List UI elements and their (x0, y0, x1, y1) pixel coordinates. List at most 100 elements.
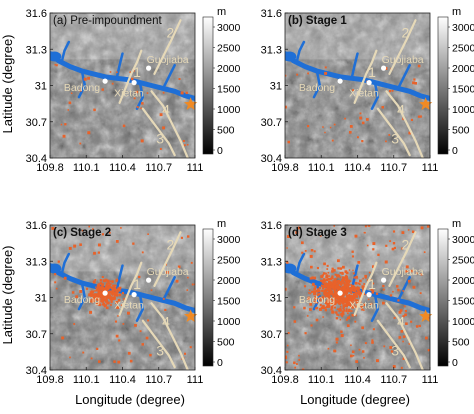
seismic-event (385, 140, 387, 143)
seismic-event (114, 286, 116, 289)
seismic-event (101, 276, 104, 278)
seismic-event (110, 290, 113, 293)
seismic-event (81, 229, 84, 232)
seismic-event (178, 78, 181, 80)
seismic-event (322, 287, 324, 290)
seismic-event (359, 279, 362, 283)
seismic-event (345, 293, 348, 296)
seismic-event (372, 282, 375, 285)
seismic-event (189, 346, 192, 349)
seismic-event (107, 282, 110, 284)
seismic-event (377, 253, 380, 256)
seismic-event (93, 293, 97, 297)
seismic-event (325, 306, 327, 309)
seismic-event (366, 118, 369, 121)
seismic-event (117, 287, 120, 290)
seismic-event (94, 279, 97, 281)
seismic-event (361, 308, 364, 311)
seismic-event (332, 296, 334, 298)
seismic-event (425, 336, 428, 340)
seismic-event (348, 309, 351, 312)
seismic-event (67, 109, 69, 111)
x-tick-label: 110.7 (380, 162, 407, 174)
seismic-event (164, 308, 167, 311)
map-content: 1 2 3 4 Guojiaba Badong Xietan (285, 13, 430, 158)
seismic-event (333, 269, 336, 272)
seismic-event (96, 296, 100, 299)
seismic-event (122, 292, 124, 294)
seismic-event (333, 123, 336, 126)
seismic-event (103, 279, 106, 283)
seismic-event (136, 106, 139, 109)
seismic-event (403, 305, 406, 308)
seismic-event (117, 298, 121, 302)
seismic-event (71, 291, 75, 294)
seismic-event (351, 306, 355, 309)
seismic-event (327, 283, 329, 285)
colorbar-tick-label: 500 (217, 125, 235, 137)
terrain-relief (50, 225, 195, 370)
y-tick-label: 31.3 (26, 44, 47, 56)
x-tick-label: 109.8 (271, 162, 299, 174)
seismic-event (342, 304, 345, 308)
x-tick-label: 110.4 (344, 374, 371, 386)
seismic-event (332, 300, 335, 302)
seismic-event (107, 301, 110, 305)
seismic-event (345, 308, 348, 311)
colorbar-tick-label: 500 (452, 125, 470, 137)
seismic-event (101, 294, 104, 297)
seismic-event (327, 287, 330, 289)
seismic-event (341, 271, 344, 274)
colorbar-tick-label: 500 (452, 337, 470, 349)
seismic-event (285, 361, 288, 364)
seismic-event (89, 310, 92, 314)
seismic-event (110, 297, 114, 300)
seismic-event (342, 286, 345, 288)
map-panel: 1 2 3 4 Guojiaba Badong Xietan (b) Stage 1 109.8… (261, 6, 474, 174)
seismic-event (187, 276, 189, 279)
seismic-event (326, 264, 329, 267)
seismic-event (102, 303, 106, 306)
seismic-event (337, 314, 340, 316)
seismic-event (323, 290, 327, 294)
seismic-event (54, 64, 56, 66)
seismic-event (96, 294, 99, 297)
seismic-event (393, 246, 396, 249)
seismic-event (325, 272, 327, 275)
seismic-event (98, 286, 101, 289)
seismic-event (398, 310, 402, 314)
fault-number-label: 2 (166, 237, 174, 253)
seismic-event (329, 285, 332, 288)
seismic-event (113, 295, 116, 298)
seismic-event (107, 296, 111, 299)
seismic-event (400, 366, 403, 369)
seismic-event (95, 302, 98, 305)
seismic-event (99, 279, 103, 282)
seismic-event (347, 287, 350, 290)
seismic-event (301, 241, 304, 245)
panel-label: (b) Stage 1 (288, 15, 347, 27)
seismic-event (346, 292, 348, 294)
seismic-event (348, 315, 351, 317)
seismic-event (336, 313, 339, 316)
terrain-highlands (50, 13, 195, 60)
seismic-event (79, 89, 82, 92)
seismic-event (372, 328, 375, 331)
seismic-event (332, 302, 334, 304)
colorbar-tick-label: 3000 (217, 234, 241, 246)
seismic-event (361, 140, 364, 143)
seismic-event (88, 293, 92, 297)
seismic-event (100, 295, 103, 298)
seismic-event (389, 240, 391, 242)
seismic-event (113, 297, 116, 300)
seismic-event (111, 295, 113, 298)
seismic-event (340, 295, 343, 298)
seismic-event (357, 282, 360, 285)
seismic-event (331, 267, 334, 270)
seismic-event (327, 272, 330, 274)
seismic-event (325, 291, 328, 294)
seismic-event (351, 255, 354, 258)
seismic-event (64, 123, 67, 126)
seismic-event (346, 282, 349, 286)
seismic-event (286, 235, 290, 238)
